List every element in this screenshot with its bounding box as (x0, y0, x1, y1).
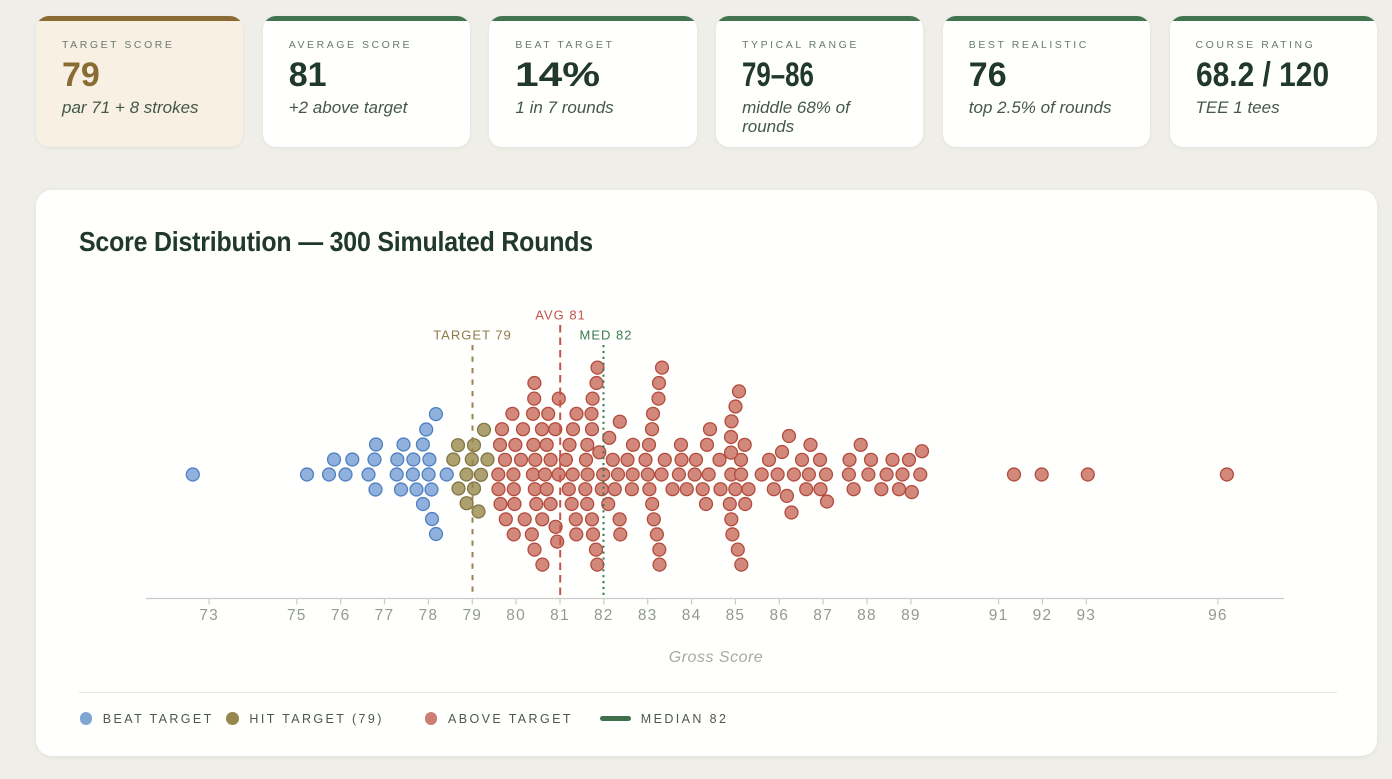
svg-text:83: 83 (638, 607, 658, 624)
svg-text:86: 86 (769, 607, 789, 624)
svg-text:77: 77 (375, 607, 395, 624)
svg-text:MED 82: MED 82 (580, 328, 633, 343)
svg-text:78: 78 (419, 607, 439, 624)
svg-text:80: 80 (506, 607, 526, 624)
svg-text:75: 75 (287, 607, 307, 624)
svg-text:89: 89 (901, 607, 921, 624)
svg-text:88: 88 (857, 607, 877, 624)
svg-text:85: 85 (726, 607, 746, 624)
svg-text:79: 79 (462, 607, 482, 624)
svg-text:82: 82 (594, 607, 614, 624)
svg-text:93: 93 (1076, 607, 1096, 624)
svg-text:91: 91 (989, 607, 1009, 624)
svg-text:76: 76 (331, 607, 351, 624)
svg-text:96: 96 (1208, 607, 1228, 624)
svg-text:73: 73 (199, 607, 219, 624)
svg-text:92: 92 (1033, 607, 1053, 624)
svg-text:TARGET 79: TARGET 79 (433, 328, 512, 343)
svg-text:84: 84 (682, 607, 702, 624)
svg-text:81: 81 (550, 607, 570, 624)
svg-text:AVG 81: AVG 81 (535, 308, 586, 323)
svg-text:Gross Score: Gross Score (669, 649, 763, 666)
svg-text:87: 87 (813, 607, 833, 624)
